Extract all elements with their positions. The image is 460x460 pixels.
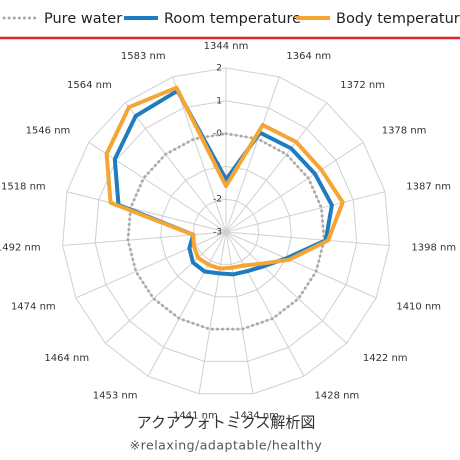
grid-ring [192, 198, 260, 265]
category-label: 1378 nm [382, 125, 427, 136]
category-label: 1372 nm [340, 80, 385, 91]
category-label: 1453 nm [93, 391, 138, 402]
spoke [225, 231, 347, 344]
spoke [225, 191, 386, 233]
spoke [75, 231, 227, 299]
category-label: 1422 nm [363, 353, 408, 364]
caption: アクアフォトミクス解析図 [137, 414, 316, 432]
tick-label: -3 [213, 228, 222, 238]
category-label: 1492 nm [0, 242, 41, 253]
series-line [126, 132, 326, 331]
spoke [225, 102, 328, 233]
category-label: 1434 nm [234, 410, 279, 421]
legend-label: Pure water [44, 11, 122, 27]
spoke [124, 102, 227, 233]
category-label: 1398 nm [411, 242, 456, 253]
spoke [147, 231, 227, 377]
legend-label: Room temperature [164, 11, 301, 27]
category-label: 1387 nm [406, 181, 451, 192]
tick-label: 1 [216, 96, 222, 106]
spoke [225, 231, 377, 299]
grid-ring [62, 67, 390, 395]
spoke [225, 231, 390, 247]
spoke [88, 141, 227, 233]
spoke [225, 76, 280, 233]
category-label: 1428 nm [315, 391, 360, 402]
category-label: 1441 nm [173, 410, 218, 421]
note: ※relaxing/adaptable/healthy [130, 438, 323, 453]
category-label: 1583 nm [121, 51, 166, 62]
category-label: 1464 nm [44, 353, 89, 364]
spoke [225, 231, 254, 394]
spoke [66, 191, 227, 233]
category-label: 1546 nm [26, 125, 71, 136]
tick-label: 2 [216, 64, 222, 74]
category-label: 1564 nm [67, 80, 112, 91]
category-label: 1344 nm [204, 41, 249, 52]
category-label: 1410 nm [396, 302, 441, 313]
category-label: 1474 nm [11, 302, 56, 313]
spoke [62, 231, 227, 247]
category-label: 1364 nm [286, 51, 331, 62]
category-label: 1518 nm [1, 181, 46, 192]
series-line [112, 88, 334, 277]
spoke [172, 76, 227, 233]
grid-ring [160, 165, 292, 298]
spoke [225, 141, 364, 233]
spoke [225, 231, 305, 377]
grid-ring [94, 100, 358, 362]
spoke [105, 231, 227, 344]
series-line [104, 85, 345, 271]
spoke [198, 231, 227, 394]
legend-label: Body temperature [336, 11, 460, 27]
tick-label: -2 [213, 195, 222, 205]
